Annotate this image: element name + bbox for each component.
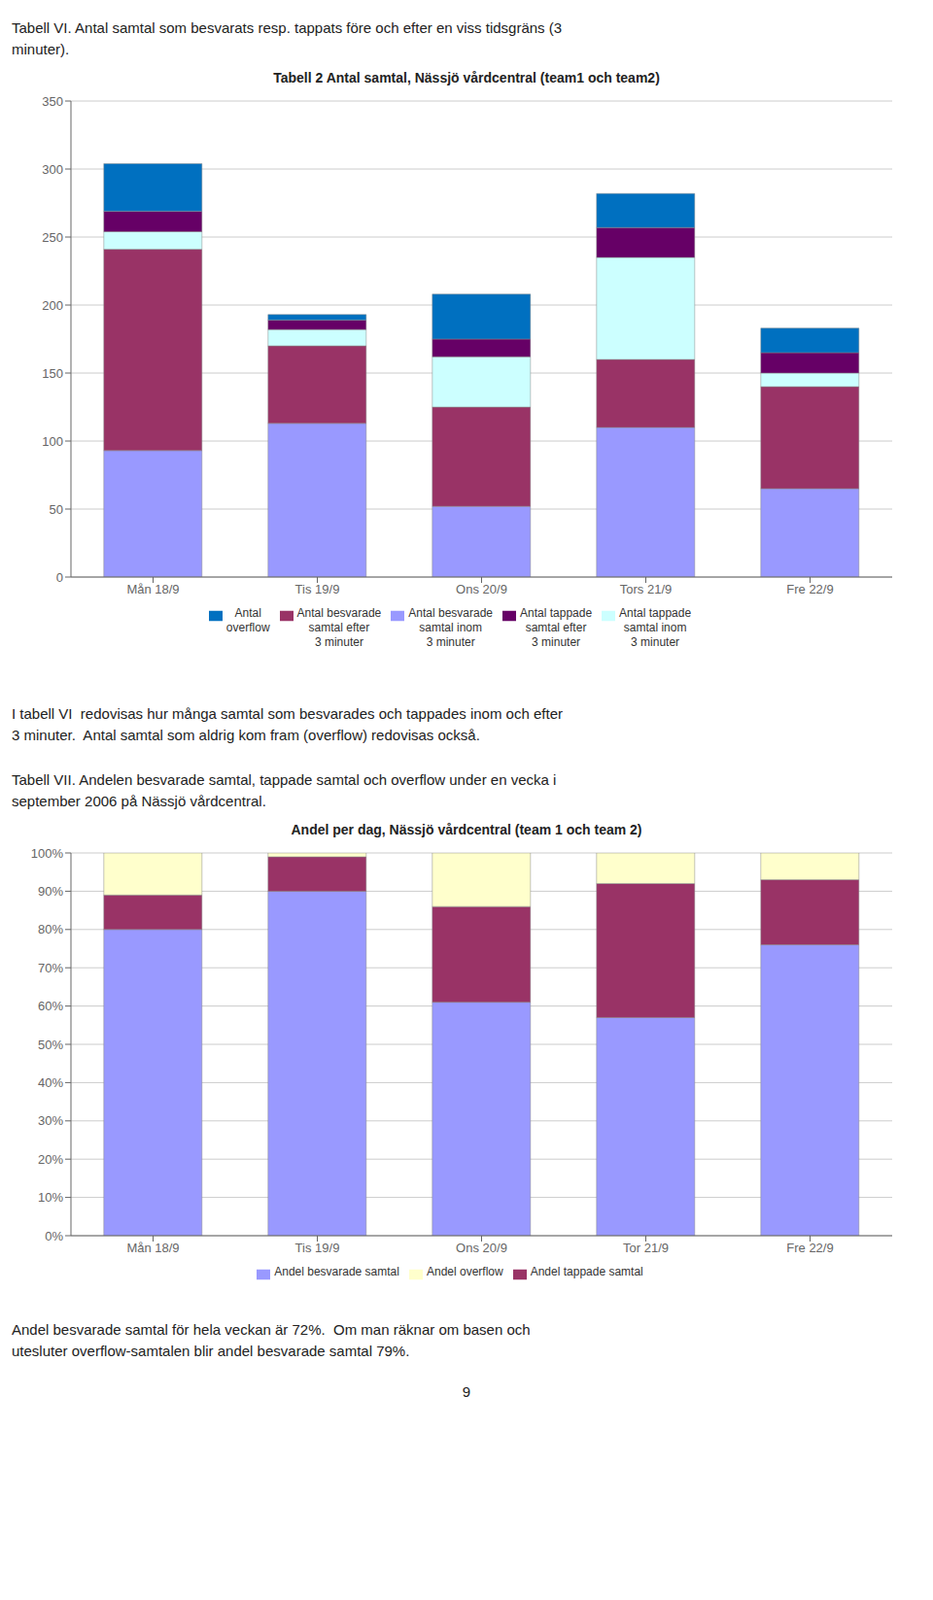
svg-text:Ons 20/9: Ons 20/9 (455, 582, 508, 597)
svg-text:0%: 0% (44, 1229, 64, 1244)
svg-text:60%: 60% (37, 999, 64, 1014)
svg-text:300: 300 (41, 162, 64, 177)
svg-text:Mån 18/9: Mån 18/9 (126, 582, 179, 597)
html-text:Tabell 2 Antal samtal, Nässjö: Tabell 2 Antal samtal, Nässjö vårdcentra… (273, 69, 660, 86)
html-text:Antal besvarade samtal inom 3: Antal besvarade samtal inom 3 minuter (408, 606, 493, 650)
svg-text:Fre 22/9: Fre 22/9 (786, 1241, 833, 1256)
svg-text:30%: 30% (37, 1113, 64, 1129)
svg-text:Mån 18/9: Mån 18/9 (126, 1241, 179, 1256)
svg-text:200: 200 (41, 298, 64, 313)
svg-text:Fre 22/9: Fre 22/9 (786, 582, 833, 597)
html-text:Tabell VI. Antal samtal som be: Tabell VI. Antal samtal som besvarats re… (11, 19, 562, 58)
svg-text:100%: 100% (31, 846, 65, 862)
html-text:Andel tappade samtal: Andel tappade samtal (530, 1265, 644, 1279)
svg-text:Tors 21/9: Tors 21/9 (620, 582, 672, 597)
html-text:Antal besvarade samtal efter 3: Antal besvarade samtal efter 3 minuter (296, 606, 382, 650)
html-text:Antal tappade samtal efter 3 m: Antal tappade samtal efter 3 minuter (519, 606, 592, 650)
svg-text:20%: 20% (37, 1152, 64, 1168)
html-text:I tabell VI redovisas hur mång: I tabell VI redovisas hur många samtal s… (11, 705, 563, 744)
svg-text:10%: 10% (37, 1190, 64, 1206)
html-text:Andel per dag, Nässjö vårdcent: Andel per dag, Nässjö vårdcentral (team … (291, 822, 642, 838)
html-text:Tabell VII. Andelen besvarade: Tabell VII. Andelen besvarade samtal, ta… (11, 771, 557, 810)
svg-text:350: 350 (41, 94, 64, 109)
html-text:Antal overflow: Antal overflow (226, 606, 270, 635)
html-text:Andel besvarade samtal: Andel besvarade samtal (274, 1265, 400, 1279)
svg-text:100: 100 (41, 434, 64, 450)
svg-text:0: 0 (56, 570, 64, 586)
svg-text:70%: 70% (37, 961, 64, 976)
svg-text:Ons 20/9: Ons 20/9 (455, 1241, 508, 1256)
svg-text:80%: 80% (37, 922, 64, 937)
svg-text:50%: 50% (37, 1037, 64, 1053)
svg-text:Tis 19/9: Tis 19/9 (295, 1241, 341, 1256)
svg-text:50: 50 (49, 502, 64, 518)
svg-text:Tor 21/9: Tor 21/9 (622, 1241, 669, 1256)
svg-text:Tis 19/9: Tis 19/9 (295, 582, 341, 597)
html-text:Andel overflow: Andel overflow (426, 1265, 504, 1279)
svg-text:250: 250 (41, 230, 64, 245)
svg-text:150: 150 (41, 366, 64, 381)
html-text:9: 9 (462, 1383, 471, 1401)
svg-text:40%: 40% (37, 1075, 64, 1091)
svg-text:90%: 90% (37, 884, 64, 899)
html-text:Andel besvarade samtal för hel: Andel besvarade samtal för hela veckan ä… (11, 1321, 531, 1360)
html-text:Antal tappade samtal inom 3 mi: Antal tappade samtal inom 3 minuter (619, 606, 692, 650)
